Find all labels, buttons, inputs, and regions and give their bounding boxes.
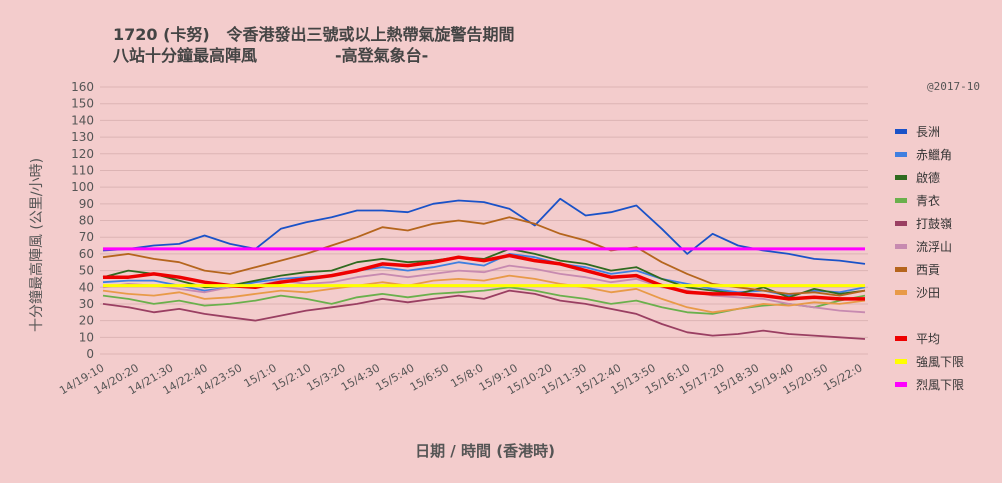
x-axis-label: 日期 / 時間 (香港時) <box>415 442 555 460</box>
legend-label: 長洲 <box>916 125 940 139</box>
legend-swatch <box>895 290 907 295</box>
y-tick-label: 70 <box>79 230 94 244</box>
y-tick-label: 10 <box>79 330 94 344</box>
series-line-平均 <box>103 253 865 301</box>
series-lines <box>102 197 866 340</box>
legend-swatch <box>895 244 907 249</box>
legend-label: 啟德 <box>916 170 940 185</box>
y-tick-label: 110 <box>71 163 94 177</box>
legend-label: 打鼓嶺 <box>916 217 952 231</box>
y-tick-label: 90 <box>79 197 94 211</box>
series-line-沙田 <box>102 274 866 314</box>
legend-label: 赤鱲角 <box>916 148 952 162</box>
x-tick-label: 15/4:30 <box>339 361 382 393</box>
legend-swatch <box>895 382 907 387</box>
chart-title-line1: 1720 (卡努) 令香港發出三號或以上熱帶氣旋警告期間 <box>113 25 515 44</box>
y-axis-label: 十分鐘最高陣風 (公里/小時) <box>28 158 45 332</box>
y-tick-label: 20 <box>79 314 94 328</box>
y-tick-label: 100 <box>71 180 94 194</box>
legend-label: 沙田 <box>916 286 940 300</box>
y-tick-label: 150 <box>71 97 94 111</box>
legend-swatch <box>895 198 907 203</box>
legend-swatch <box>895 336 907 341</box>
legend-label: 青衣 <box>916 193 940 208</box>
x-tick-label: 15/6:50 <box>408 361 451 393</box>
y-tick-label: 160 <box>71 80 94 94</box>
chart-title-line2: 八站十分鐘最高陣風 -高登氣象台- <box>113 46 429 65</box>
y-tick-label: 30 <box>79 297 94 311</box>
x-tick-label: 15/22:0 <box>821 361 864 393</box>
legend-label: 西貢 <box>916 263 940 277</box>
legend-swatch <box>895 175 907 180</box>
legend-label: 強風下限 <box>916 355 964 369</box>
legend-label: 平均 <box>916 332 940 346</box>
legend-swatch <box>895 359 907 364</box>
y-tick-label: 60 <box>79 247 94 261</box>
series-line-打鼓嶺 <box>102 289 866 340</box>
gridlines <box>100 86 868 355</box>
series-line-西貢 <box>102 216 866 297</box>
legend-label: 流浮山 <box>916 240 952 254</box>
legend-swatch <box>895 221 907 226</box>
x-tick-label: 15/2:10 <box>270 361 313 393</box>
series-line-長洲 <box>102 197 866 265</box>
y-tick-label: 80 <box>79 214 94 228</box>
x-tick-label: 15/5:40 <box>373 361 416 393</box>
x-tick-label: 15/3:20 <box>304 361 347 393</box>
legend-swatch <box>895 152 907 157</box>
legend-label: 烈風下限 <box>916 378 964 392</box>
chart-credit: @2017-10 <box>927 80 980 93</box>
y-axis-ticks: 0 10 20 30 40 50 60 70 80 90 100 110 120 130 140 150 160 <box>71 80 94 361</box>
y-tick-label: 120 <box>71 147 94 161</box>
y-tick-label: 140 <box>71 113 94 127</box>
y-tick-label: 0 <box>86 347 94 361</box>
y-tick-label: 40 <box>79 280 94 294</box>
legend-swatch <box>895 267 907 272</box>
y-tick-label: 130 <box>71 130 94 144</box>
y-tick-label: 50 <box>79 264 94 278</box>
x-axis-ticks: 14/19:1014/20:2014/21:3014/22:4014/23:50… <box>57 361 864 397</box>
legend-swatch <box>895 129 907 134</box>
